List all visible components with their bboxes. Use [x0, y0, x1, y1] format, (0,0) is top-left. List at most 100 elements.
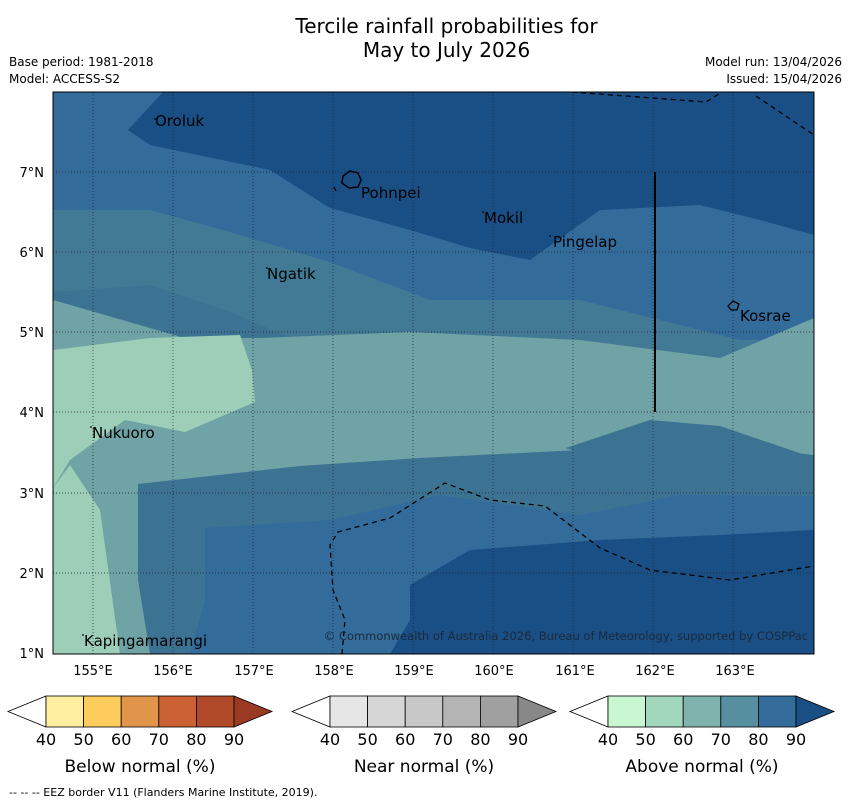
below-colorbar-tick: 40 [36, 730, 56, 749]
near-colorbar-tick: 40 [320, 730, 340, 749]
below-colorbar-tick: 80 [186, 730, 206, 749]
near-colorbar-low-extend [290, 695, 331, 728]
y-tick-1: 1°N [20, 647, 45, 662]
eez-north [571, 92, 723, 103]
near-colorbar-tick: 90 [508, 730, 528, 749]
below-colorbar-tick: 90 [224, 730, 244, 749]
zone-west-50-60 [53, 335, 255, 488]
above-colorbar-low-extend [568, 695, 609, 728]
above-colorbar-tick: 50 [635, 730, 655, 749]
near-colorbar-segment [442, 695, 481, 728]
near-colorbar-segment [479, 695, 519, 728]
probability-shading [53, 92, 814, 654]
kapingamarangi-dot [82, 634, 84, 636]
x-tick-162: 162°E [635, 664, 675, 679]
label-ngatik: Ngatik [267, 265, 316, 283]
below-colorbar-tick: 50 [73, 730, 93, 749]
y-tick-5: 5°N [20, 326, 45, 341]
above-colorbar-tick: 80 [748, 730, 768, 749]
above-colorbar-tick: 70 [711, 730, 731, 749]
above-colorbar-segment [607, 695, 646, 728]
colorbar-above-label: Above normal (%) [625, 757, 778, 777]
below-colorbar-tick: 60 [111, 730, 131, 749]
x-tick-156: 156°E [153, 664, 193, 679]
base-period: Base period: 1981-2018 [9, 55, 154, 69]
eez-border [329, 92, 814, 654]
label-pohnpei: Pohnpei [361, 184, 421, 202]
colorbar-below-label: Below normal (%) [65, 757, 216, 777]
meta-right: Model run: 13/04/2026 Issued: 15/04/2026 [705, 54, 842, 88]
near-colorbar-high-extend [517, 695, 558, 728]
y-tick-6: 6°N [20, 246, 45, 261]
map-title: Tercile rainfall probabilities for May t… [0, 14, 850, 62]
label-kapingamarangi: Kapingamarangi [84, 632, 207, 650]
colorbar-above-normal: 40 50 60 70 80 90 [568, 695, 836, 749]
below-colorbar-segment [120, 695, 160, 728]
below-colorbar-tick: 70 [149, 730, 169, 749]
y-tick-7: 7°N [20, 166, 45, 181]
issued-date: Issued: 15/04/2026 [726, 72, 842, 86]
colorbar-near-label: Near normal (%) [354, 757, 494, 777]
near-colorbar-tick: 70 [433, 730, 453, 749]
ant-atoll-icon [333, 186, 337, 192]
meta-left: Base period: 1981-2018 Model: ACCESS-S2 [9, 54, 154, 88]
oroluk-dot [154, 118, 156, 120]
x-tick-155: 155°E [73, 664, 113, 679]
above-colorbar-segment [758, 695, 797, 728]
above-colorbar-segment [645, 695, 684, 728]
kosrae-island-icon [727, 300, 740, 311]
copyright-note: © Commonwealth of Australia 2026, Bureau… [324, 629, 808, 643]
near-colorbar-segment [404, 695, 444, 728]
x-tick-161: 161°E [555, 664, 595, 679]
zone-south-over-90 [390, 530, 814, 654]
graticule [53, 92, 814, 654]
x-tick-160: 160°E [474, 664, 514, 679]
near-colorbar-segment [329, 695, 368, 728]
ngatik-dot [266, 267, 268, 269]
map-frame [52, 91, 815, 655]
y-tick-2: 2°N [20, 567, 45, 582]
x-tick-159: 159°E [394, 664, 434, 679]
model-run: Model run: 13/04/2026 [704, 55, 842, 69]
above-colorbar-high-extend [795, 695, 836, 728]
label-pingelap: Pingelap [553, 233, 617, 251]
x-tick-157: 157°E [234, 664, 274, 679]
pingelap-dot [549, 235, 551, 237]
eez-footnote: -- -- -- EEZ border V11 (Flanders Marine… [9, 786, 318, 799]
above-colorbar-tick: 40 [598, 730, 618, 749]
eez-northeast [755, 95, 814, 136]
above-colorbar-segment [720, 695, 759, 728]
pohnpei-island-icon [341, 170, 362, 189]
x-tick-163: 163°E [715, 664, 755, 679]
mokil-dot [482, 211, 484, 213]
eez-south [329, 482, 814, 654]
above-colorbar-segment [682, 695, 722, 728]
zone-north-over-90 [128, 92, 814, 260]
label-kosrae: Kosrae [740, 307, 791, 325]
y-tick-4: 4°N [20, 406, 45, 421]
near-colorbar-segment [367, 695, 406, 728]
zone-southwest-50-60 [53, 465, 120, 654]
colorbar-near-normal: 40 50 60 70 80 90 [290, 695, 558, 749]
label-nukuoro: Nukuoro [92, 424, 155, 442]
title-line-1: Tercile rainfall probabilities for [295, 14, 598, 38]
label-mokil: Mokil [484, 209, 523, 227]
below-colorbar-segment [158, 695, 197, 728]
y-tick-3: 3°N [20, 487, 45, 502]
below-colorbar-low-extend [6, 695, 47, 728]
colorbar-below-normal: 40 50 60 70 80 90 [6, 695, 274, 749]
below-colorbar-segment [45, 695, 84, 728]
below-colorbar-high-extend [233, 695, 274, 728]
near-colorbar-tick: 80 [470, 730, 490, 749]
near-colorbar-tick: 50 [357, 730, 377, 749]
nukuoro-dot [90, 426, 92, 428]
zone-southwest-60-70 [100, 485, 150, 654]
below-colorbar-segment [83, 695, 122, 728]
label-oroluk: Oroluk [155, 112, 204, 130]
title-line-2: May to July 2026 [362, 38, 531, 62]
above-colorbar-tick: 60 [673, 730, 693, 749]
below-colorbar-segment [195, 695, 235, 728]
near-colorbar-tick: 60 [395, 730, 415, 749]
above-colorbar-tick: 90 [786, 730, 806, 749]
x-tick-158: 158°E [314, 664, 354, 679]
